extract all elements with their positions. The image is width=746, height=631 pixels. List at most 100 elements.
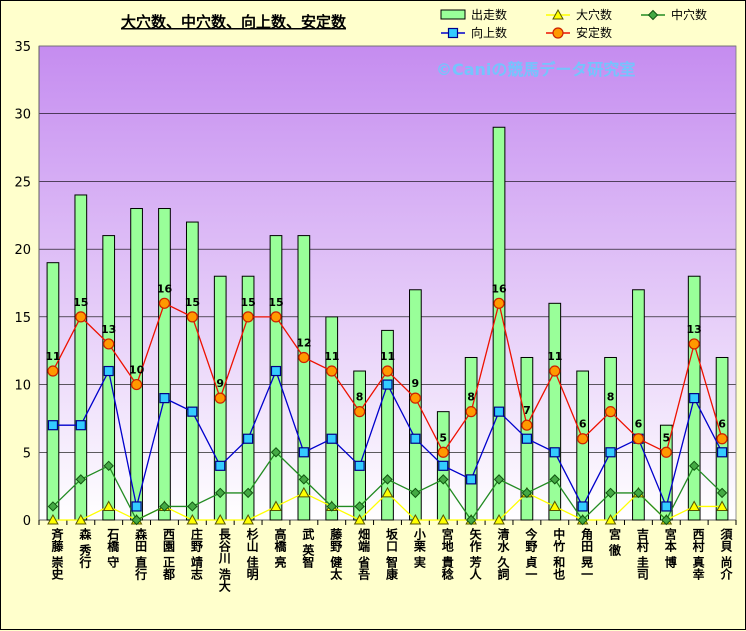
data-label: 15 <box>185 296 200 309</box>
x-tick-label: 中竹 和也 <box>552 527 566 581</box>
point-circle <box>437 446 449 458</box>
point-triangle <box>688 500 701 511</box>
y-tick-label: 5 <box>23 446 31 461</box>
chart-title: 大穴数、中穴数、向上数、安定数 <box>121 13 347 31</box>
point-square <box>466 474 477 485</box>
watermark: ©Caniの競馬データ研究室 <box>436 60 635 79</box>
point-square <box>47 420 59 431</box>
data-label: 16 <box>157 282 173 295</box>
point-circle <box>521 419 533 431</box>
data-label: 5 <box>662 431 670 444</box>
legend-label: 出走数 <box>471 7 507 22</box>
legend-label: 安定数 <box>576 25 612 40</box>
y-tick-label: 0 <box>23 514 31 529</box>
point-square <box>493 406 505 417</box>
data-label: 8 <box>467 391 475 404</box>
point-circle <box>660 446 672 458</box>
bar <box>632 289 645 521</box>
point-square <box>298 447 309 458</box>
point-diamond <box>75 474 87 485</box>
point-circle <box>270 311 282 323</box>
data-label: 6 <box>635 418 643 431</box>
point-square <box>410 433 421 444</box>
point-circle <box>716 433 728 445</box>
data-label: 11 <box>380 350 395 363</box>
point-triangle <box>270 500 282 511</box>
x-tick-label: 坂口 智康 <box>385 527 399 581</box>
point-circle <box>242 311 254 323</box>
point-diamond <box>521 487 533 499</box>
legend-label: 中穴数 <box>671 7 707 22</box>
point-square <box>270 365 282 377</box>
y-tick-label: 20 <box>14 243 31 258</box>
point-triangle <box>604 513 617 525</box>
x-tick-label: 小栗 実 <box>412 527 426 569</box>
legend-marker <box>552 27 564 39</box>
point-diamond <box>298 474 310 485</box>
point-circle <box>688 338 700 350</box>
point-circle <box>298 351 310 364</box>
point-circle <box>493 297 505 309</box>
bar <box>46 262 60 521</box>
bar <box>464 356 478 521</box>
point-diamond <box>605 487 616 499</box>
point-diamond <box>47 501 59 512</box>
point-diamond <box>688 460 700 472</box>
point-triangle <box>186 513 199 525</box>
point-triangle <box>381 486 394 498</box>
point-circle <box>604 406 617 418</box>
data-label: 11 <box>45 350 60 363</box>
y-tick-label: 15 <box>14 311 31 326</box>
x-tick-label: 武 英智 <box>301 527 315 569</box>
point-circle <box>465 406 477 418</box>
x-tick-label: 畑端 省吾 <box>357 528 371 581</box>
point-diamond <box>270 447 282 458</box>
point-circle <box>103 338 115 350</box>
point-diamond <box>187 501 198 512</box>
point-square <box>577 501 588 512</box>
point-square <box>243 433 254 444</box>
point-diamond <box>382 474 393 485</box>
point-square <box>549 447 560 458</box>
point-triangle <box>74 513 87 525</box>
legend-swatch <box>440 9 466 20</box>
data-label: 13 <box>687 323 702 336</box>
data-label: 11 <box>547 350 562 363</box>
point-circle <box>158 297 171 309</box>
point-diamond <box>326 501 337 512</box>
x-tick-label: 庄野 靖志 <box>189 527 203 581</box>
point-circle <box>354 406 366 418</box>
point-square <box>75 420 86 431</box>
x-tick-label: 西村 真幸 <box>691 528 705 581</box>
point-triangle <box>437 513 450 525</box>
bar <box>548 302 562 521</box>
point-circle <box>186 311 198 323</box>
data-label: 15 <box>240 296 255 309</box>
point-diamond <box>131 514 142 526</box>
point-triangle <box>493 513 505 525</box>
data-label: 8 <box>607 391 615 404</box>
point-circle <box>75 311 87 323</box>
bar <box>269 235 283 521</box>
point-diamond <box>242 487 254 499</box>
point-triangle <box>214 513 227 525</box>
x-tick-label: 宮 徹 <box>608 527 622 557</box>
point-triangle <box>409 513 422 525</box>
point-circle <box>130 378 143 391</box>
point-square <box>159 393 170 404</box>
point-triangle <box>353 513 366 525</box>
point-circle <box>326 365 338 377</box>
point-square <box>103 365 114 377</box>
legend-marker <box>647 9 659 21</box>
y-tick-label: 25 <box>14 175 31 190</box>
y-tick-label: 10 <box>14 379 31 394</box>
data-label: 10 <box>129 364 145 377</box>
x-tick-label: 長谷川 浩大 <box>217 527 231 593</box>
point-diamond <box>633 487 644 499</box>
point-triangle <box>47 513 59 525</box>
point-square <box>187 406 198 417</box>
point-diamond <box>549 474 560 485</box>
x-tick-label: 矢作 芳人 <box>468 527 482 581</box>
data-label: 13 <box>101 323 116 336</box>
